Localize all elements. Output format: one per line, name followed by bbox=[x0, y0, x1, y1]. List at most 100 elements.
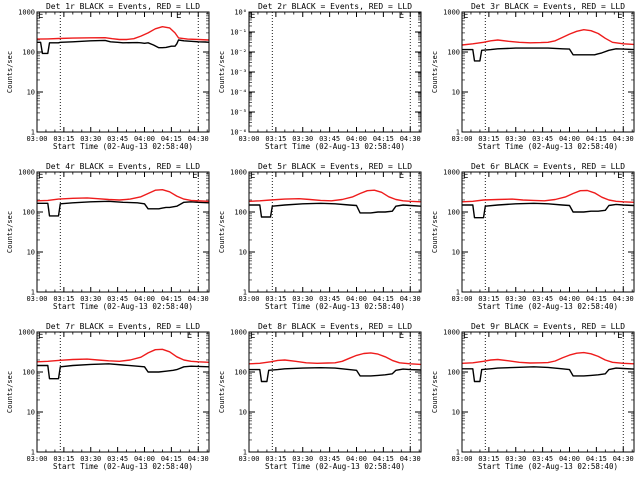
y-tick-label: 10 bbox=[452, 89, 460, 97]
x-tick-label: 04:00 bbox=[346, 135, 367, 143]
y-axis-label: Counts/sec bbox=[6, 211, 14, 253]
chart-panel-5: Det 5r BLACK = Events, RED = LLD Counts/s… bbox=[218, 162, 422, 311]
x-tick-label: 04:30 bbox=[400, 295, 421, 303]
y-axis-label: Counts/sec bbox=[218, 371, 226, 413]
y-tick-label: 10⁰ bbox=[234, 9, 247, 17]
event-marker: E bbox=[192, 171, 197, 181]
y-tick-label: 100 bbox=[234, 209, 247, 217]
y-axis-label: Counts/sec bbox=[6, 51, 14, 93]
x-tick-label: 04:15 bbox=[586, 455, 607, 463]
x-tick-label: 04:15 bbox=[373, 295, 394, 303]
y-tick-label: 10⁻³ bbox=[230, 69, 247, 77]
x-tick-label: 03:15 bbox=[53, 295, 74, 303]
x-tick-label: 04:00 bbox=[134, 295, 155, 303]
x-tick-label: 03:45 bbox=[107, 455, 128, 463]
x-tick-label: 04:30 bbox=[613, 295, 634, 303]
x-tick-label: 04:30 bbox=[613, 135, 634, 143]
event-marker: E bbox=[250, 171, 255, 181]
y-tick-label: 10⁻⁴ bbox=[230, 89, 247, 97]
y-tick-label: 1000 bbox=[443, 9, 460, 17]
chart-title: Det 5r BLACK = Events, RED = LLD bbox=[258, 162, 412, 171]
x-tick-label: 04:30 bbox=[188, 135, 209, 143]
x-tick-label: 03:30 bbox=[505, 135, 526, 143]
plot-frame bbox=[36, 331, 210, 453]
x-tick-label: 03:30 bbox=[80, 135, 101, 143]
y-tick-label: 100 bbox=[22, 209, 35, 217]
event-marker: E bbox=[38, 171, 43, 181]
y-tick-label: 1000 bbox=[18, 329, 35, 337]
x-tick-label: 03:45 bbox=[532, 455, 553, 463]
event-marker: E bbox=[187, 331, 192, 341]
plot-frame bbox=[461, 11, 635, 133]
x-axis-label: Start Time (02-Aug-13 02:58:40) bbox=[53, 302, 193, 311]
x-tick-label: 04:15 bbox=[586, 295, 607, 303]
x-tick-label: 03:15 bbox=[53, 135, 74, 143]
x-axis-label: Start Time (02-Aug-13 02:58:40) bbox=[53, 142, 193, 151]
series-lld-line bbox=[36, 26, 210, 41]
x-axis-label: Start Time (02-Aug-13 02:58:40) bbox=[265, 462, 405, 471]
y-tick-label: 10 bbox=[452, 249, 460, 257]
chart-title: Det 1r BLACK = Events, RED = LLD bbox=[46, 2, 200, 11]
event-marker: E bbox=[463, 171, 468, 181]
event-marker: E bbox=[463, 11, 468, 21]
y-tick-label: 10 bbox=[239, 409, 247, 417]
y-tick-label: 1 bbox=[456, 129, 460, 137]
y-tick-label: 100 bbox=[22, 49, 35, 57]
chart-panel-7: Det 7r BLACK = Events, RED = LLD Counts/s… bbox=[6, 322, 210, 471]
y-tick-label: 10⁻⁶ bbox=[230, 129, 247, 137]
plot-frame bbox=[461, 331, 635, 453]
y-tick-label: 10 bbox=[452, 409, 460, 417]
y-tick-label: 100 bbox=[447, 209, 460, 217]
plot-frame bbox=[36, 171, 210, 293]
x-tick-label: 03:15 bbox=[478, 455, 499, 463]
chart-title: Det 7r BLACK = Events, RED = LLD bbox=[46, 322, 200, 331]
y-tick-label: 100 bbox=[234, 369, 247, 377]
x-axis-label: Start Time (02-Aug-13 02:58:40) bbox=[265, 302, 405, 311]
x-tick-label: 04:30 bbox=[400, 455, 421, 463]
x-axis-label: Start Time (02-Aug-13 02:58:40) bbox=[478, 302, 618, 311]
x-tick-label: 04:00 bbox=[134, 455, 155, 463]
x-tick-label: 03:45 bbox=[319, 295, 340, 303]
y-axis-label: Counts/sec bbox=[218, 211, 226, 253]
y-tick-label: 1000 bbox=[230, 329, 247, 337]
series-events-line bbox=[37, 363, 210, 380]
event-marker: E bbox=[38, 331, 43, 341]
y-axis-label: Counts/sec bbox=[6, 371, 14, 413]
x-tick-label: 03:30 bbox=[292, 455, 313, 463]
series-lld-line bbox=[461, 189, 635, 203]
x-tick-label: 03:15 bbox=[265, 135, 286, 143]
x-tick-label: 03:45 bbox=[107, 135, 128, 143]
plot-frame bbox=[461, 171, 635, 293]
x-tick-label: 04:00 bbox=[346, 295, 367, 303]
y-tick-label: 1 bbox=[243, 449, 247, 457]
y-axis-label: Counts/sec bbox=[431, 51, 439, 93]
y-tick-label: 1000 bbox=[230, 169, 247, 177]
series-events-line bbox=[249, 202, 422, 218]
plot-frame bbox=[36, 11, 210, 133]
x-tick-label: 03:30 bbox=[80, 295, 101, 303]
chart-panel-3: Det 3r BLACK = Events, RED = LLD Counts/s… bbox=[431, 2, 635, 151]
x-axis-label: Start Time (02-Aug-13 02:58:40) bbox=[53, 462, 193, 471]
x-tick-label: 03:00 bbox=[238, 295, 259, 303]
chart-title: Det 6r BLACK = Events, RED = LLD bbox=[471, 162, 625, 171]
chart-panel-2: Det 2r BLACK = Events, RED = LLD Counts/s… bbox=[218, 2, 422, 151]
x-tick-label: 03:00 bbox=[451, 295, 472, 303]
x-tick-label: 04:15 bbox=[373, 135, 394, 143]
x-tick-label: 04:30 bbox=[188, 455, 209, 463]
chart-title: Det 4r BLACK = Events, RED = LLD bbox=[46, 162, 200, 171]
y-tick-label: 10 bbox=[27, 89, 35, 97]
x-tick-label: 04:00 bbox=[559, 135, 580, 143]
x-tick-label: 03:30 bbox=[292, 135, 313, 143]
event-marker: E bbox=[399, 11, 404, 21]
chart-title: Det 3r BLACK = Events, RED = LLD bbox=[471, 2, 625, 11]
x-tick-label: 04:00 bbox=[134, 135, 155, 143]
y-tick-label: 1 bbox=[31, 289, 35, 297]
event-marker: E bbox=[250, 331, 255, 341]
y-tick-label: 10⁻¹ bbox=[230, 29, 247, 37]
chart-panel-8: Det 8r BLACK = Events, RED = LLD Counts/s… bbox=[218, 322, 422, 471]
plot-frame bbox=[248, 171, 422, 293]
x-tick-label: 04:15 bbox=[161, 135, 182, 143]
x-tick-label: 03:45 bbox=[319, 135, 340, 143]
y-tick-label: 10⁻² bbox=[230, 49, 247, 57]
series-events-line bbox=[462, 366, 635, 383]
